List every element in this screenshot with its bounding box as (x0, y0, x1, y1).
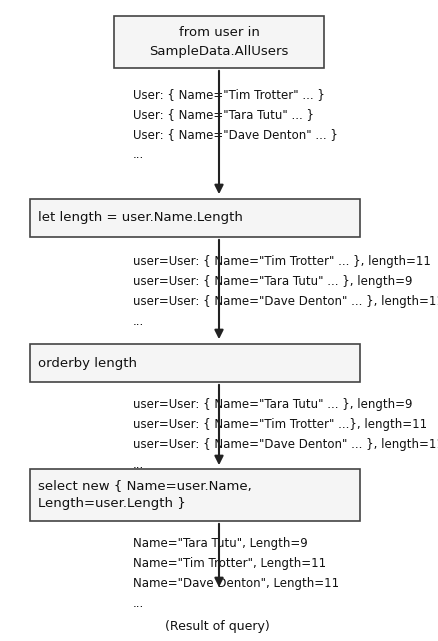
FancyBboxPatch shape (114, 16, 324, 68)
Text: orderby length: orderby length (38, 356, 137, 369)
FancyBboxPatch shape (30, 344, 360, 382)
Text: User: { Name="Dave Denton" ... }: User: { Name="Dave Denton" ... } (133, 128, 338, 141)
Text: user=User: { Name="Tim Trotter" ...}, length=11: user=User: { Name="Tim Trotter" ...}, le… (133, 418, 427, 431)
Text: from user in
SampleData.AllUsers: from user in SampleData.AllUsers (149, 26, 289, 58)
Text: select new { Name=user.Name,
Length=user.Length }: select new { Name=user.Name, Length=user… (38, 479, 252, 510)
Text: ...: ... (133, 315, 144, 328)
Text: User: { Name="Tim Trotter" ... }: User: { Name="Tim Trotter" ... } (133, 88, 325, 101)
Text: ...: ... (133, 458, 144, 471)
Text: user=User: { Name="Dave Denton" ... }, length=11: user=User: { Name="Dave Denton" ... }, l… (133, 438, 438, 451)
Text: Name="Tim Trotter", Length=11: Name="Tim Trotter", Length=11 (133, 557, 326, 570)
FancyBboxPatch shape (30, 199, 360, 237)
Text: Name="Tara Tutu", Length=9: Name="Tara Tutu", Length=9 (133, 537, 308, 550)
Text: ...: ... (133, 148, 144, 161)
Text: User: { Name="Tara Tutu" ... }: User: { Name="Tara Tutu" ... } (133, 108, 314, 121)
Text: user=User: { Name="Tara Tutu" ... }, length=9: user=User: { Name="Tara Tutu" ... }, len… (133, 398, 413, 411)
Text: (Result of query): (Result of query) (165, 620, 270, 633)
Text: user=User: { Name="Tim Trotter" ... }, length=11: user=User: { Name="Tim Trotter" ... }, l… (133, 255, 431, 268)
Text: Name="Dave Denton", Length=11: Name="Dave Denton", Length=11 (133, 577, 339, 590)
FancyBboxPatch shape (30, 469, 360, 521)
Text: ...: ... (133, 597, 144, 610)
Text: user=User: { Name="Dave Denton" ... }, length=11: user=User: { Name="Dave Denton" ... }, l… (133, 295, 438, 308)
Text: let length = user.Name.Length: let length = user.Name.Length (38, 212, 243, 224)
Text: user=User: { Name="Tara Tutu" ... }, length=9: user=User: { Name="Tara Tutu" ... }, len… (133, 275, 413, 288)
